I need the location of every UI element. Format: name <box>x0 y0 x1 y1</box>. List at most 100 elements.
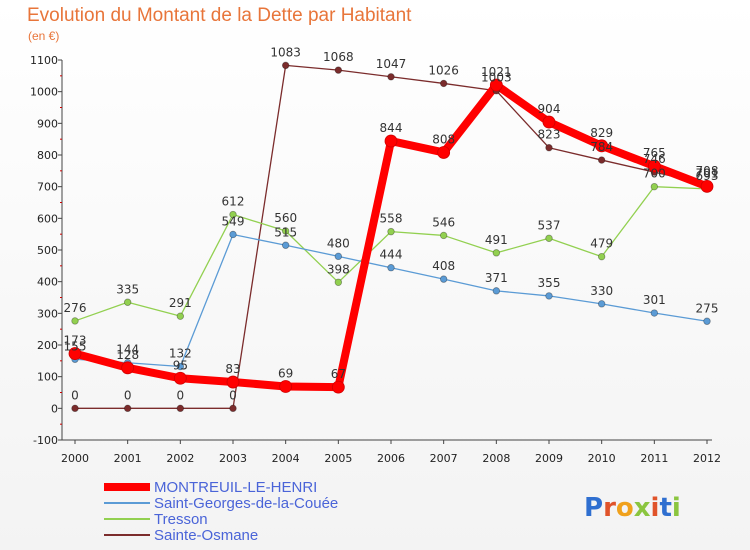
data-label-1: 301 <box>643 293 666 307</box>
y-tick-label: 400 <box>37 276 58 289</box>
data-label-3: 1026 <box>428 63 459 77</box>
chart-subtitle: (en €) <box>28 29 59 43</box>
data-label-1: 444 <box>380 248 403 262</box>
x-tick-label: 2003 <box>219 452 247 465</box>
legend-entry: Sainte-Osmane <box>154 527 258 544</box>
data-label-3: 0 <box>71 388 79 402</box>
data-label-2: 491 <box>485 233 508 247</box>
x-tick-label: 2006 <box>377 452 405 465</box>
series-point-2 <box>176 312 185 320</box>
data-label-2: 537 <box>538 218 561 232</box>
data-label-3: 0 <box>229 388 237 402</box>
x-tick-label: 2002 <box>166 452 194 465</box>
data-label-2: 546 <box>432 215 455 229</box>
data-label-1: 549 <box>222 214 245 228</box>
legend-entry: Saint-Georges-de-la-Couée <box>154 495 338 512</box>
series-point-0 <box>279 380 293 393</box>
data-label-1: 408 <box>432 259 455 273</box>
x-tick-label: 2004 <box>272 452 300 465</box>
data-label-0: 95 <box>173 358 188 372</box>
series-point-3 <box>597 156 606 164</box>
series-point-2 <box>123 298 132 306</box>
data-label-0: 701 <box>696 166 719 180</box>
data-label-0: 765 <box>643 146 666 160</box>
series-point-1 <box>650 309 659 317</box>
series-point-1 <box>439 275 448 283</box>
data-label-1: 155 <box>64 339 87 353</box>
series-point-2 <box>229 210 237 219</box>
series-point-2 <box>281 227 290 235</box>
series-point-2 <box>387 227 395 236</box>
y-tick-label: 900 <box>37 117 58 130</box>
series-point-0 <box>121 361 135 375</box>
series-point-0 <box>384 134 398 148</box>
series-point-2 <box>545 234 553 242</box>
data-label-0: 69 <box>278 366 293 380</box>
series-point-3 <box>123 404 132 413</box>
y-tick-label: 1100 <box>30 54 58 67</box>
y-tick-label: -100 <box>33 434 58 447</box>
y-tick-label: 600 <box>37 212 58 225</box>
series-point-0 <box>68 347 82 360</box>
y-tick-label: 300 <box>37 307 58 320</box>
series-point-1 <box>703 317 711 325</box>
data-label-0: 67 <box>331 367 346 381</box>
data-label-0: 808 <box>432 132 455 146</box>
data-label-1: 144 <box>116 343 139 357</box>
series-point-1 <box>387 264 395 272</box>
data-label-2: 276 <box>64 301 87 315</box>
series-point-1 <box>229 230 237 239</box>
data-label-3: 1083 <box>270 45 301 59</box>
series-point-0 <box>595 139 609 153</box>
data-label-3: 823 <box>538 128 561 142</box>
x-tick-label: 2000 <box>61 452 89 465</box>
series-point-3 <box>229 404 237 413</box>
data-label-0: 829 <box>590 126 613 140</box>
series-point-0 <box>173 371 187 385</box>
data-label-2: 479 <box>590 237 613 251</box>
x-tick-label: 2007 <box>430 452 458 465</box>
series-point-1 <box>281 241 290 249</box>
data-label-2: 693 <box>696 169 719 183</box>
chart-title: Evolution du Montant de la Dette par Hab… <box>27 5 412 26</box>
legend-entry: MONTREUIL-LE-HENRI <box>154 479 317 496</box>
data-label-3: 1068 <box>323 50 354 64</box>
series-point-3 <box>334 66 343 74</box>
y-tick-label: 0 <box>51 402 58 415</box>
series-point-2 <box>492 249 501 257</box>
series-point-3 <box>387 73 395 81</box>
data-label-1: 355 <box>538 276 561 290</box>
series-point-1 <box>597 300 606 308</box>
legend-entry: Tresson <box>154 511 208 528</box>
series-point-1 <box>492 287 501 295</box>
data-label-3: 746 <box>643 152 666 166</box>
data-label-1: 330 <box>590 284 613 298</box>
x-tick-label: 2005 <box>324 452 352 465</box>
data-label-3: 0 <box>177 388 185 402</box>
series-point-1 <box>545 292 553 300</box>
data-label-1: 371 <box>485 271 508 285</box>
data-label-3: 1003 <box>481 71 512 85</box>
data-label-0: 904 <box>538 102 561 116</box>
series-point-1 <box>334 252 343 261</box>
series-point-0 <box>226 375 240 389</box>
series-point-0 <box>489 78 503 92</box>
series-point-2 <box>439 231 448 240</box>
series-point-0 <box>700 179 714 193</box>
x-tick-label: 2001 <box>114 452 142 465</box>
data-label-0: 173 <box>64 334 87 348</box>
y-tick-label: 800 <box>37 149 58 162</box>
x-tick-label: 2012 <box>693 452 721 465</box>
x-tick-label: 2011 <box>640 452 668 465</box>
data-label-2: 700 <box>643 167 666 181</box>
y-tick-label: 500 <box>37 244 58 257</box>
y-tick-label: 1000 <box>30 86 58 99</box>
data-label-3: 0 <box>124 388 132 402</box>
svg-text:Proxiti: Proxiti <box>584 493 681 523</box>
y-tick-label: 700 <box>37 181 58 194</box>
x-tick-label: 2010 <box>588 452 616 465</box>
data-label-3: 784 <box>590 140 613 154</box>
x-tick-label: 2009 <box>535 452 563 465</box>
